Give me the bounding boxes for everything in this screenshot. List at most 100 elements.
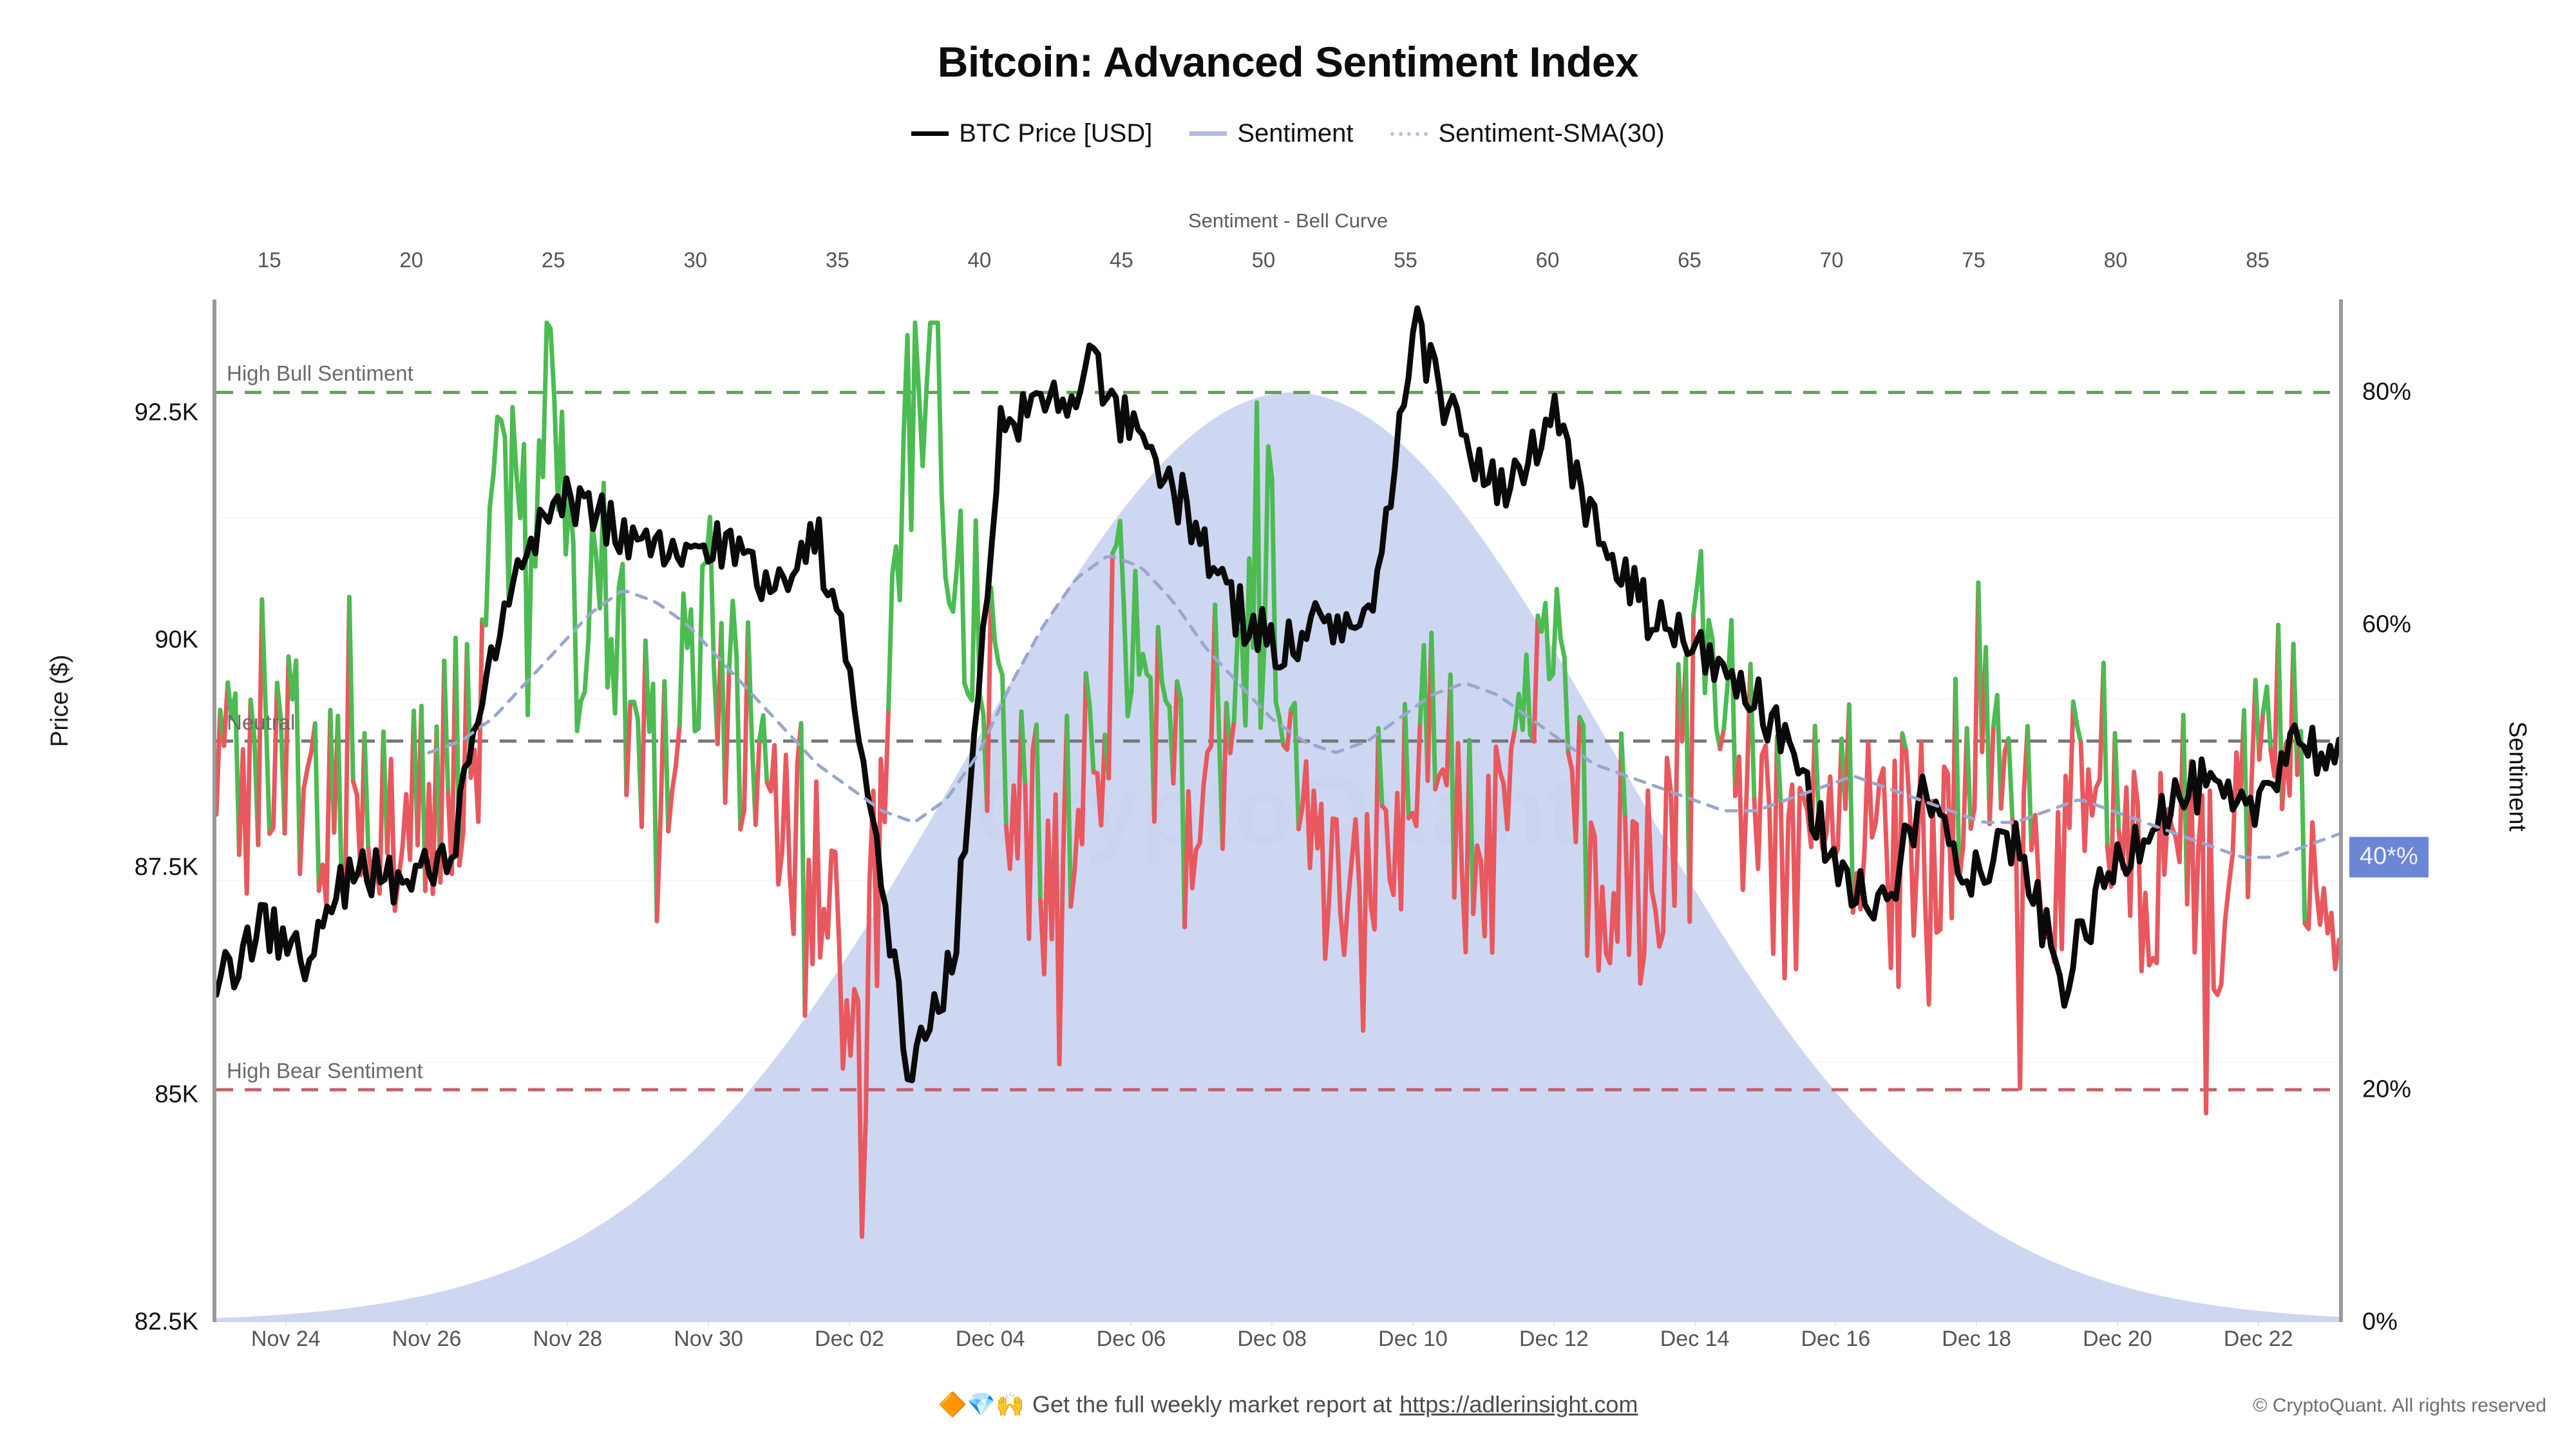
right-axis-tick: 20% <box>2362 1075 2412 1103</box>
sentiment-bear-segment <box>1752 734 1779 956</box>
x-axis-tickmark <box>1835 1319 1836 1327</box>
sentiment-bear-segment <box>298 721 317 876</box>
legend-item-sentiment[interactable]: Sentiment <box>1189 119 1353 148</box>
sentiment-bull-segment <box>1213 602 1225 851</box>
sentiment-bear-segment <box>1718 726 1727 752</box>
threshold-label-neutral: Neutral <box>227 710 296 734</box>
x-axis: Nov 24 Nov 26 Nov 28 Nov 30 Dec 02 Dec 04 Dec … <box>213 1319 2343 1360</box>
footer-report-link[interactable]: https://adlerinsight.com <box>1399 1391 1638 1417</box>
x-axis-tickmark <box>1130 1319 1132 1327</box>
plot-area[interactable]: CryptoQuant High Bull Sentiment Neutral … <box>213 299 2343 1322</box>
sentiment-bull-segment <box>1175 679 1187 929</box>
right-axis-tick: 80% <box>2362 378 2412 406</box>
sentiment-bear-segment <box>1452 737 1472 954</box>
sentiment-bull-segment <box>2276 622 2285 811</box>
sentiment-bull-segment <box>1991 692 2003 811</box>
sentiment-bear-segment <box>1038 714 1070 1066</box>
top-axis-tick: 60 <box>1535 248 1560 272</box>
sentiment-bull-segment <box>1376 726 1385 809</box>
page-title: Bitcoin: Advanced Sentiment Index <box>937 38 1639 86</box>
sentiment-bull-segment <box>336 714 345 892</box>
sentiment-bear-segment <box>1220 701 1229 851</box>
sentiment-bear-segment <box>216 707 223 817</box>
sentiment-bull-segment <box>2101 660 2110 849</box>
x-axis-tick: Nov 24 <box>251 1327 321 1351</box>
sentiment-bear-segment <box>802 706 891 1239</box>
sentiment-bull-segment <box>628 699 644 829</box>
left-axis-tick: 90K <box>155 626 198 654</box>
sentiment-bear-segment <box>2116 712 2186 974</box>
x-axis-tick: Dec 18 <box>1942 1327 2012 1351</box>
x-axis-tickmark <box>1694 1319 1696 1327</box>
x-axis-tickmark <box>567 1319 568 1327</box>
sentiment-bear-segment <box>1687 612 1696 924</box>
sentiment-bull-segment <box>2112 730 2121 833</box>
sentiment-bull-segment <box>662 679 671 834</box>
sentiment-bear-segment <box>1585 731 1624 973</box>
sentiment-bull-segment <box>2291 641 2300 777</box>
sentiment-bull-segment <box>1110 518 1157 824</box>
sentiment-bear-segment <box>764 721 804 936</box>
sentiment-bull-segment <box>1846 702 1855 915</box>
sentiment-bear-segment <box>1733 661 1753 893</box>
x-axis-tick: Dec 16 <box>1801 1327 1871 1351</box>
x-axis-tickmark <box>1976 1319 1977 1327</box>
sentiment-bear-segment <box>1171 679 1180 786</box>
sentiment-bull-segment <box>1953 676 1962 882</box>
chart-svg <box>216 305 2339 1322</box>
sentiment-bull-segment <box>726 598 743 832</box>
top-axis-tick: 85 <box>2246 248 2270 272</box>
top-axis-tick: 75 <box>1962 248 1985 272</box>
sentiment-bear-segment <box>236 697 253 896</box>
x-axis-tick: Dec 08 <box>1237 1327 1307 1351</box>
x-axis-tickmark <box>2258 1319 2259 1327</box>
sentiment-bear-segment <box>282 654 291 836</box>
sentiment-bear-segment <box>1091 732 1108 828</box>
x-axis-tick: Nov 30 <box>674 1327 743 1351</box>
sentiment-bear-segment <box>2257 710 2266 762</box>
current-sentiment-badge: 40*% <box>2349 837 2429 878</box>
sentiment-bear-segment <box>738 620 750 832</box>
sentiment-bear-segment <box>1068 670 1088 909</box>
sentiment-bear-segment <box>2105 730 2117 889</box>
left-axis-title: Price ($) <box>46 654 73 747</box>
legend-item-sentiment-sma[interactable]: Sentiment-SMA(30) <box>1390 119 1665 148</box>
legend-swatch-btc-price <box>911 131 949 136</box>
top-axis-tick: 65 <box>1678 248 1701 272</box>
legend-label-sentiment-sma: Sentiment-SMA(30) <box>1438 119 1665 147</box>
sentiment-bull-segment <box>1721 618 1738 799</box>
sentiment-bear-segment <box>1406 720 1423 829</box>
sentiment-bear-segment <box>1623 661 1681 986</box>
top-axis-tick: 50 <box>1251 248 1276 272</box>
btc-price-line <box>216 305 2339 1083</box>
chart-legend: BTC Price [USD] Sentiment Sentiment-SMA(… <box>0 119 2576 148</box>
legend-item-btc-price[interactable]: BTC Price [USD] <box>911 119 1152 148</box>
sentiment-bear-segment <box>457 641 469 868</box>
top-axis-tick: 35 <box>825 248 849 272</box>
top-axis-title: Sentiment - Bell Curve <box>1188 209 1388 232</box>
top-axis-tick: 20 <box>399 248 424 272</box>
right-axis-title: Sentiment <box>2504 721 2531 832</box>
legend-label-btc-price: BTC Price [USD] <box>959 119 1153 147</box>
sentiment-bull-segment <box>1083 670 1096 775</box>
footer: 🔶💎🙌 Get the full weekly market report at… <box>0 1391 2576 1436</box>
legend-label-sentiment: Sentiment <box>1237 119 1354 147</box>
gem-emoji-icon: 🔶💎🙌 <box>938 1391 1025 1417</box>
sentiment-bear-segment <box>753 738 762 828</box>
sentiment-bear-segment <box>2010 724 2030 1091</box>
sentiment-bull-segment <box>643 638 659 923</box>
footer-copyright: © CryptoQuant. All rights reserved <box>2253 1395 2546 1416</box>
sentiment-bear-segment <box>267 680 279 837</box>
threshold-label-high-bull: High Bull Sentiment <box>227 361 413 386</box>
sentiment-bear-segment <box>1956 726 1969 882</box>
top-axis-tick: 55 <box>1394 248 1417 272</box>
sentiment-bull-segment <box>362 731 371 851</box>
sentiment-bull-segment <box>312 721 321 893</box>
sentiment-bear-segment <box>1281 707 1294 752</box>
x-axis-tick: Dec 12 <box>1519 1327 1589 1351</box>
sentiment-bear-segment <box>624 699 633 797</box>
sentiment-bear-segment <box>985 585 994 813</box>
sentiment-bull-segment <box>1577 715 1589 958</box>
x-axis-tick: Dec 10 <box>1378 1327 1448 1351</box>
x-axis-tick: Dec 22 <box>2223 1327 2293 1351</box>
